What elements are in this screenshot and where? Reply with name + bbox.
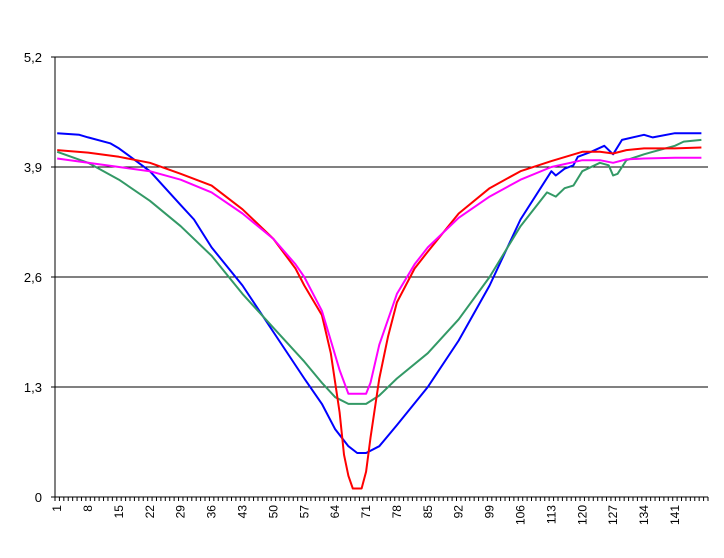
x-tick-label: 113 xyxy=(544,505,558,524)
x-tick-label: 43 xyxy=(236,505,250,519)
series-line-4 xyxy=(57,156,702,395)
x-tick-label: 85 xyxy=(421,505,435,519)
x-tick-label: 15 xyxy=(112,505,126,519)
y-tick-label: 2,6 xyxy=(24,270,42,285)
y-tick-label: 3,9 xyxy=(24,160,42,175)
y-tick-label: 1,3 xyxy=(24,380,42,395)
series-line-3 xyxy=(57,146,702,490)
x-tick-label: 120 xyxy=(575,505,589,525)
x-tick-label: 141 xyxy=(668,505,682,525)
x-tick-labels: 1 8 15 22 29 36 43 50 57 64 71 78 85 92 99 106 113 120 127… xyxy=(50,505,682,525)
x-tick-label: 50 xyxy=(266,505,280,519)
x-tick-label: 106 xyxy=(513,505,527,525)
y-tick-labels: 0 1,3 2,6 3,9 5,2 xyxy=(24,50,42,505)
x-tick-label: 1 xyxy=(50,505,64,512)
series-group xyxy=(56,132,702,490)
x-tick-label: 92 xyxy=(452,505,466,519)
x-tick-label: 29 xyxy=(174,505,188,519)
x-tick-label: 64 xyxy=(328,505,342,519)
axes xyxy=(51,56,709,501)
x-tick-label: 127 xyxy=(606,505,620,525)
series-line-1 xyxy=(57,132,702,454)
series-line-2 xyxy=(56,138,702,405)
x-tick-label: 57 xyxy=(297,505,311,519)
x-tick-label: 36 xyxy=(205,505,219,519)
x-tick-label: 99 xyxy=(483,505,497,519)
x-tick-label: 78 xyxy=(390,505,404,519)
x-tick-label: 71 xyxy=(359,505,373,519)
y-tick-label: 0 xyxy=(35,490,42,505)
y-tick-label: 5,2 xyxy=(24,50,42,65)
x-tick-label: 8 xyxy=(81,505,95,512)
x-tick-label: 22 xyxy=(143,505,157,519)
x-tick-label: 134 xyxy=(637,505,651,525)
